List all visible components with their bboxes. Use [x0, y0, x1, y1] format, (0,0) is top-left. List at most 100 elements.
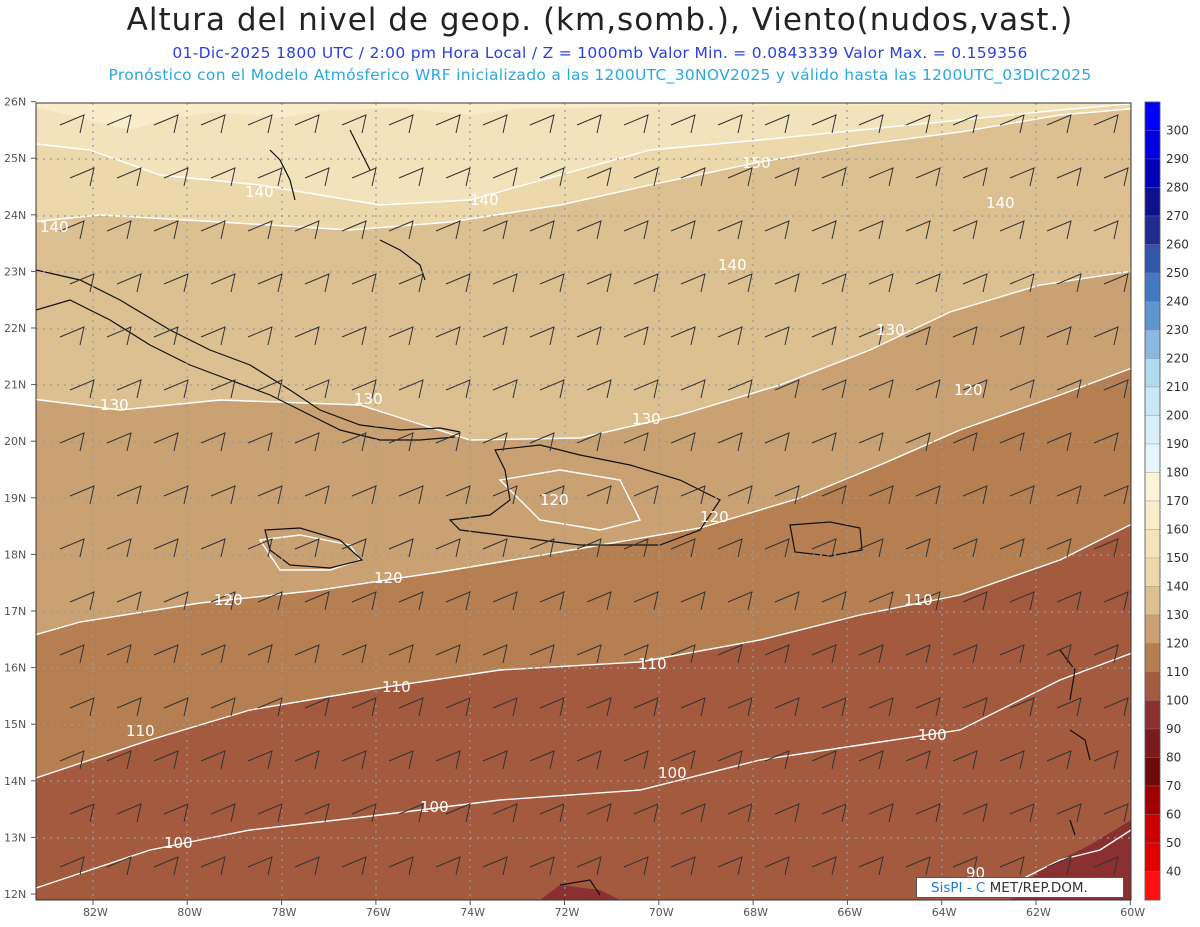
wind-barb — [774, 697, 800, 717]
colorbar-swatch — [1144, 443, 1161, 473]
wind-barb — [294, 220, 320, 240]
wind-barb — [764, 432, 790, 452]
colorbar-label: 230 — [1166, 323, 1189, 337]
colorbar-label: 250 — [1166, 266, 1189, 280]
wind-barb — [821, 485, 847, 505]
contour-label: 120 — [214, 591, 243, 609]
colorbar-swatch — [1144, 814, 1161, 844]
wind-barb — [623, 644, 649, 664]
wind-barb — [482, 432, 508, 452]
wind-barb — [764, 644, 790, 664]
colorbar-swatch — [1144, 158, 1161, 188]
wind-barb — [1103, 273, 1129, 293]
lat-lon-gridlines — [36, 103, 1131, 900]
wind-barb — [247, 114, 273, 134]
colorbar-swatch — [1144, 500, 1161, 530]
wind-barb — [388, 326, 414, 346]
colorbar-swatch — [1144, 700, 1161, 730]
colorbar-swatch — [1144, 728, 1161, 758]
wind-barb — [811, 432, 837, 452]
lon-label: 66W — [837, 906, 862, 919]
wind-barb — [435, 856, 461, 876]
wind-barb — [727, 273, 753, 293]
wind-barb — [445, 803, 471, 823]
wind-barb — [717, 114, 743, 134]
contour-label: 140 — [470, 191, 499, 209]
colorbar-label: 190 — [1166, 437, 1189, 451]
wind-barb — [633, 167, 659, 187]
wind-barb — [727, 591, 753, 611]
latitude-axis: 12N 13N 14N 15N 16N 17N 18N 19N 20N 21N 22N 23N 24N 2… — [4, 96, 36, 901]
wind-barb — [482, 114, 508, 134]
wind-barb — [868, 803, 894, 823]
wind-barb — [304, 697, 330, 717]
wind-barb — [294, 114, 320, 134]
wind-barb — [811, 538, 837, 558]
wind-barb — [999, 644, 1025, 664]
wind-barb — [905, 856, 931, 876]
wind-barb — [1046, 114, 1072, 134]
wind-barb — [539, 591, 565, 611]
wind-barb — [633, 273, 659, 293]
wind-barb — [539, 379, 565, 399]
wind-barb — [351, 379, 377, 399]
wind-barb — [69, 167, 95, 187]
wind-barb — [586, 379, 612, 399]
wind-barb — [257, 167, 283, 187]
colorbar-swatch — [1144, 386, 1161, 416]
wind-barb — [257, 485, 283, 505]
contour-label: 100 — [164, 834, 193, 852]
wind-barb — [633, 485, 659, 505]
wind-barb — [623, 432, 649, 452]
wind-barb — [341, 750, 367, 770]
colorbar-label: 290 — [1166, 152, 1189, 166]
wind-barb — [764, 326, 790, 346]
colorbar-swatch — [1144, 329, 1161, 359]
wind-barb — [670, 114, 696, 134]
colorbar-label: 210 — [1166, 380, 1189, 394]
colorbar-label: 50 — [1166, 836, 1181, 850]
wind-barb — [915, 803, 941, 823]
wind-barb — [670, 644, 696, 664]
contour-label: 130 — [632, 410, 661, 428]
wind-barb — [811, 114, 837, 134]
wind-barb — [106, 750, 132, 770]
contour-label: 120 — [700, 508, 729, 526]
lat-label: 13N — [4, 831, 26, 844]
wind-barb — [435, 750, 461, 770]
wind-barb — [539, 697, 565, 717]
band-90-b — [540, 885, 620, 900]
wind-barb — [398, 273, 424, 293]
colorbar-label: 220 — [1166, 352, 1189, 366]
wind-barb — [200, 856, 226, 876]
wind-barb — [351, 485, 377, 505]
wind-barb — [304, 591, 330, 611]
wind-barb — [1046, 220, 1072, 240]
wind-barb — [200, 326, 226, 346]
wind-barb — [633, 591, 659, 611]
wind-barb — [398, 697, 424, 717]
wind-barb — [1046, 644, 1072, 664]
wind-barb — [153, 114, 179, 134]
contour-label: 100 — [658, 764, 687, 782]
wind-barb — [670, 538, 696, 558]
lat-label: 19N — [4, 492, 26, 505]
wind-barb — [163, 379, 189, 399]
colorbar-label: 120 — [1166, 637, 1189, 651]
wind-barb — [586, 273, 612, 293]
wind-barb — [868, 697, 894, 717]
wind-barb — [398, 591, 424, 611]
wind-barb — [1093, 326, 1119, 346]
wind-barb — [539, 803, 565, 823]
wind-barb — [586, 803, 612, 823]
wind-barb — [247, 326, 273, 346]
wind-barb — [398, 485, 424, 505]
wind-barb — [435, 220, 461, 240]
wind-barb — [1056, 167, 1082, 187]
wind-barb — [774, 485, 800, 505]
wind-barb — [915, 485, 941, 505]
lon-label: 72W — [555, 906, 580, 919]
wind-barb — [341, 432, 367, 452]
colorbar-swatch — [1144, 557, 1161, 587]
